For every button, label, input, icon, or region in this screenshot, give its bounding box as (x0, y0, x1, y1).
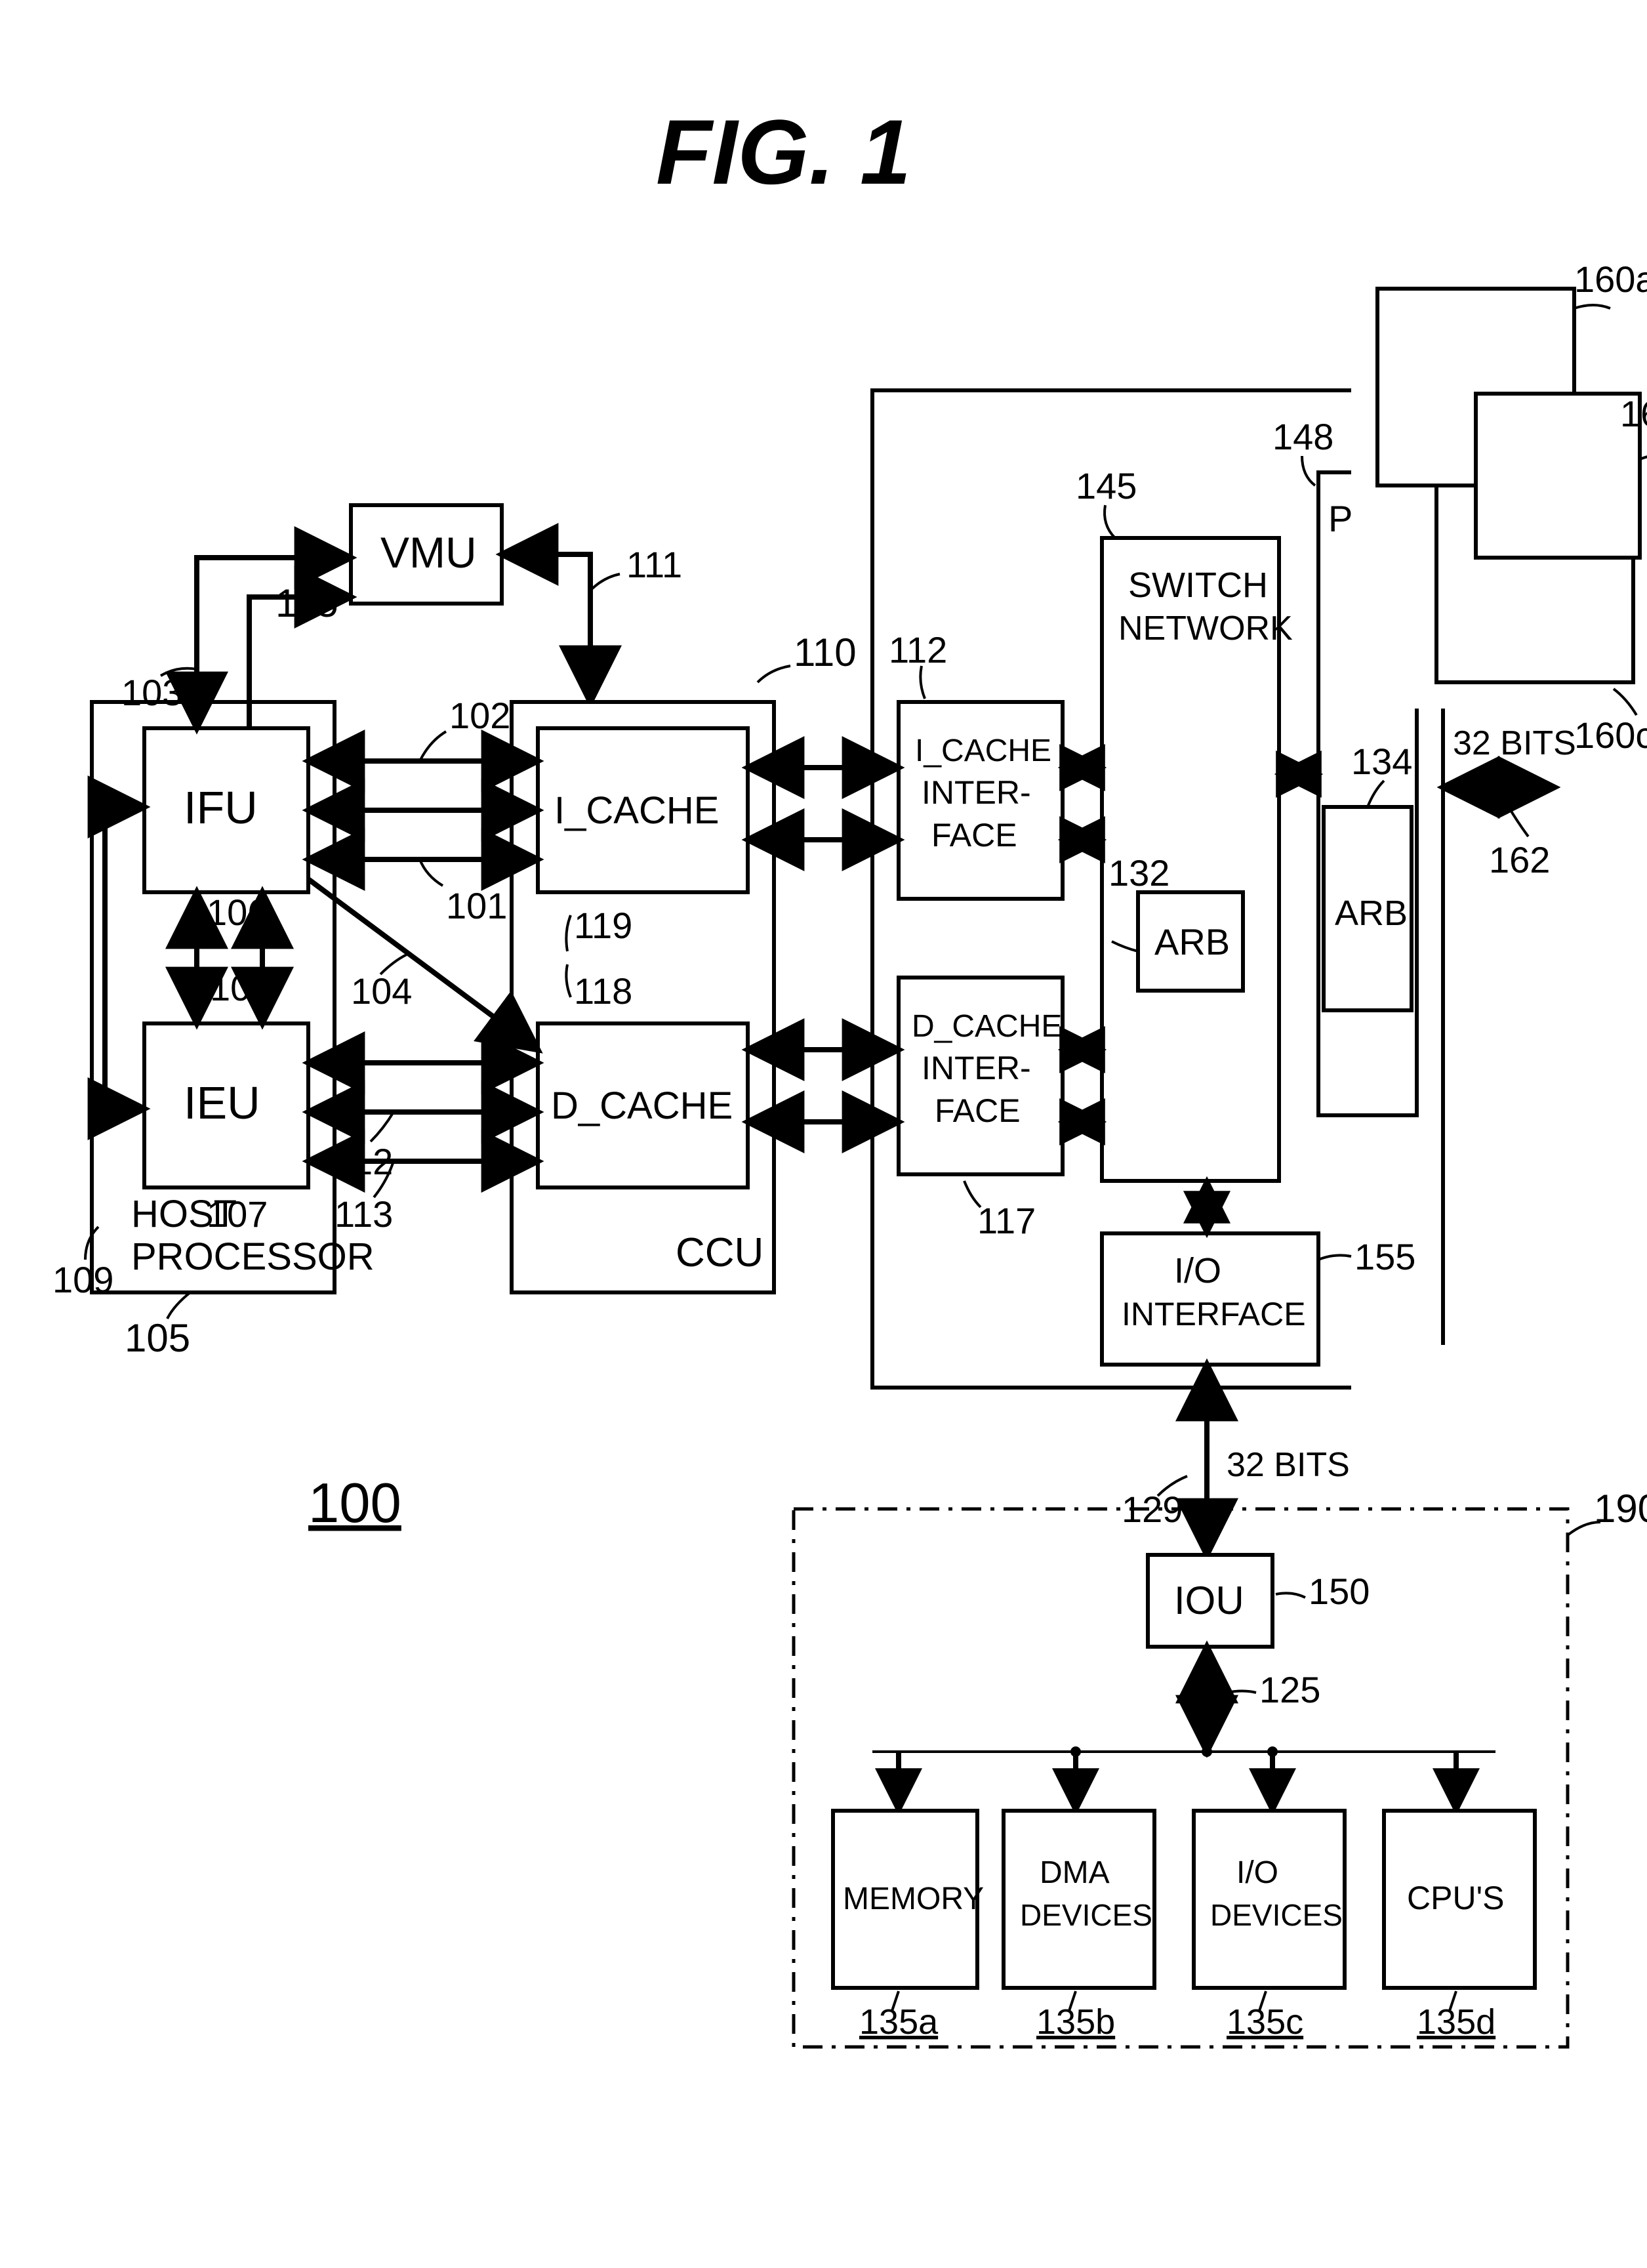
ref-109: 109 (52, 1259, 113, 1300)
ref-145: 145 (1076, 465, 1137, 506)
ref-117: 117 (977, 1200, 1036, 1241)
switch-arb-label: ARB (1154, 921, 1230, 962)
dcache-if-l1: D_CACHE (912, 1009, 1062, 1044)
ref-162: 162 (1489, 839, 1550, 880)
ref-135c: 135c (1227, 2002, 1303, 2042)
icache-if-l2: INTER- (922, 774, 1031, 811)
lead-105 (167, 1292, 190, 1319)
ref-100: 100 (308, 1472, 401, 1535)
ref-106: 106 (207, 892, 268, 933)
ref-148: 148 (1272, 416, 1333, 457)
ref-155: 155 (1354, 1236, 1415, 1277)
dcache-if-l2: INTER- (922, 1050, 1031, 1086)
io-bus-label: 32 BITS (1227, 1446, 1350, 1484)
ieu-label: IEU (184, 1077, 260, 1128)
switch-l1: SWITCH (1128, 566, 1268, 605)
periph-io-l2: DEVICES (1210, 1898, 1343, 1932)
ccu-label: CCU (676, 1230, 763, 1275)
ref-112b: 112 (889, 629, 947, 670)
ref-111: 111 (626, 544, 682, 585)
mem-b (1476, 394, 1640, 558)
dcache-label: D_CACHE (551, 1084, 733, 1127)
icache-if-l1: I_CACHE (915, 733, 1051, 768)
periph-dma-l1: DMA (1040, 1855, 1110, 1890)
ref-134: 134 (1351, 741, 1412, 782)
ref-107: 107 (207, 1193, 268, 1235)
ref-104: 104 (351, 970, 412, 1012)
ref-113: 113 (335, 1193, 393, 1235)
ref-101: 101 (446, 885, 507, 926)
figure-title: FIG. 1 (656, 100, 911, 203)
ref-119: 119 (574, 905, 632, 946)
ref-112a: 112 (335, 1141, 393, 1182)
periph-dma-l2: DEVICES (1020, 1898, 1152, 1932)
ref-160b: 160b (1620, 393, 1647, 434)
ref-150: 150 (1309, 1571, 1370, 1612)
io-if-l2: INTERFACE (1122, 1296, 1306, 1332)
periph-dma: DMA DEVICES (1004, 1811, 1154, 1988)
ref-118: 118 (574, 970, 632, 1012)
ref-105: 105 (125, 1316, 190, 1360)
periph-cpus: CPU'S (1384, 1811, 1535, 1988)
ref-132: 132 (1108, 852, 1169, 894)
ref-115: 115 (275, 581, 338, 625)
ref-190: 190 (1594, 1487, 1647, 1531)
ref-108: 108 (210, 967, 271, 1008)
dcache-if-l3: FACE (935, 1092, 1021, 1129)
port-arb-label: ARB (1335, 894, 1408, 933)
host-processor-label-l2: PROCESSOR (131, 1235, 375, 1278)
ref-160c: 160c (1574, 714, 1647, 756)
io-if-l1: I/O (1174, 1251, 1221, 1290)
periph-memory: MEMORY (833, 1811, 984, 1988)
ccu-block: I_CACHE D_CACHE CCU (512, 702, 774, 1292)
vmu-label: VMU (380, 528, 477, 577)
periph-io-l1: I/O (1236, 1855, 1278, 1890)
periph-memory-label: MEMORY (843, 1882, 984, 1916)
switch-l2: NETWORK (1118, 609, 1293, 648)
ref-135d: 135d (1417, 2002, 1495, 2042)
periph-cpus-label: CPU'S (1407, 1880, 1504, 1916)
ref-102: 102 (449, 695, 510, 736)
ref-103: 103 (121, 672, 182, 713)
icache-if-l3: FACE (931, 817, 1017, 854)
iou-label: IOU (1174, 1578, 1244, 1622)
mem-bus-label: 32 BITS (1453, 724, 1576, 762)
ref-135a: 135a (859, 2002, 939, 2042)
ref-160a: 160a (1574, 258, 1647, 300)
ifu-label: IFU (184, 782, 258, 833)
ref-125: 125 (1259, 1669, 1320, 1710)
periph-io: I/O DEVICES (1194, 1811, 1345, 1988)
ref-110: 110 (794, 630, 857, 674)
icache-label: I_CACHE (554, 789, 719, 832)
ref-135b: 135b (1036, 2002, 1115, 2042)
